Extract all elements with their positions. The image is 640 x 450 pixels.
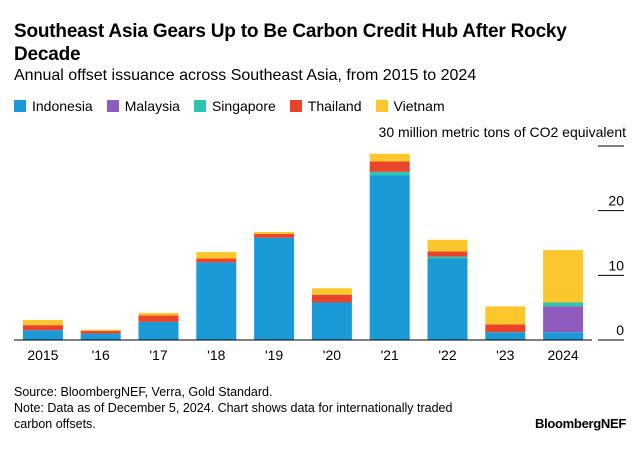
x-tick-label: '16 [92,347,110,363]
bar-segment-vietnam [254,232,295,234]
bar-segment-indonesia [80,333,121,340]
bar-segment-thailand [22,325,63,331]
bar-segment-vietnam [485,306,526,325]
bar-segment-thailand [311,294,352,303]
chart-subtitle: Annual offset issuance across Southeast … [14,67,477,84]
y-tick-label: 0 [616,322,624,338]
bar-segment-indonesia [196,262,237,340]
legend-label: Vietnam [393,98,445,114]
bar-segment-indonesia [427,258,468,340]
bar-segment-vietnam [80,329,121,331]
legend-item-indonesia: Indonesia [14,98,93,114]
bar-segment-indonesia [22,330,63,340]
legend-swatch [289,100,302,112]
bar-segment-singapore [543,302,584,307]
x-tick-label: '17 [149,347,167,363]
legend-label: Indonesia [32,98,93,114]
bar-segment-thailand [138,315,179,322]
legend-item-vietnam: Vietnam [375,98,445,114]
bar-segment-indonesia [254,237,295,340]
x-tick-label: '20 [323,347,341,363]
chart-title: Southeast Asia Gears Up to Be Carbon Cre… [14,21,567,65]
bar-segment-indonesia [369,175,410,340]
source-note: Source: BloombergNEF, Verra, Gold Standa… [14,384,494,432]
bar-segment-malaysia [543,306,584,333]
bar-segment-vietnam [22,319,63,326]
y-tick-label: 20 [608,193,624,209]
bar-segment-thailand [485,324,526,333]
bar-segment-vietnam [196,252,237,259]
bar-segment-vietnam [369,153,410,162]
x-tick-label: '23 [496,347,514,363]
bar-segment-vietnam [427,239,468,252]
legend: Indonesia Malaysia Singapore Thailand Vi… [14,98,445,114]
legend-label: Singapore [211,98,276,114]
x-tick-label: 2024 [548,347,579,363]
bar-segment-thailand [254,233,295,238]
bar-segment-singapore [369,171,410,176]
legend-item-thailand: Thailand [289,98,362,114]
legend-swatch [14,100,26,112]
bar-segment-thailand [427,251,468,257]
legend-item-singapore: Singapore [193,98,276,114]
bar-segment-indonesia [485,332,526,340]
bar-segment-thailand [196,258,237,263]
y-tick-label: 10 [608,257,624,273]
x-tick-label: '18 [207,347,225,363]
legend-swatch [106,100,119,112]
x-tick-label: '19 [265,347,283,363]
bar-segment-thailand [369,161,410,172]
y-axis-unit-label: 30 million metric tons of CO2 equivalent [378,124,626,140]
bar-segment-vietnam [543,250,584,303]
legend-label: Malaysia [124,98,180,114]
legend-item-malaysia: Malaysia [106,98,180,114]
bar-segment-indonesia [543,332,584,340]
brand-logo-text: BloombergNEF [534,416,626,431]
bar-segment-indonesia [138,321,179,340]
x-tick-label: '21 [381,347,399,363]
x-tick-label: '22 [438,347,456,363]
bar-segment-thailand [80,330,121,334]
bar-segment-indonesia [311,302,352,340]
legend-swatch [375,100,388,112]
bar-segment-vietnam [311,288,352,295]
bar-segment-singapore [427,256,468,259]
legend-label: Thailand [307,98,362,114]
source-text: Source: BloombergNEF, Verra, Gold Standa… [14,385,273,399]
x-tick-label: 2015 [27,347,58,363]
note-text: Note: Data as of December 5, 2024. Chart… [14,401,453,431]
legend-swatch [193,100,206,112]
bar-segment-vietnam [138,312,179,316]
